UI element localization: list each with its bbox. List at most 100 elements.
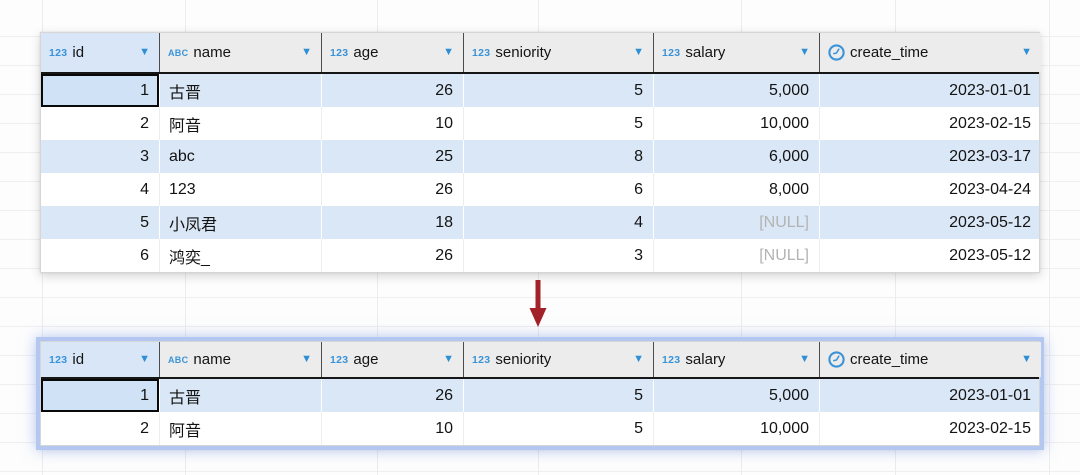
table-cell[interactable]: 阿音 [159, 107, 321, 140]
table-cell[interactable]: 古晋 [159, 379, 321, 412]
down-arrow-icon [529, 280, 547, 327]
table-cell[interactable]: 26 [321, 173, 463, 206]
table-cell[interactable]: 2023-04-24 [819, 173, 1041, 206]
table-cell[interactable]: 2023-05-12 [819, 239, 1041, 272]
column-filter-dropdown-icon[interactable]: ▼ [443, 46, 454, 58]
column-header-seniority[interactable]: 123 seniority ▼ [463, 33, 653, 72]
table-cell[interactable]: 阿音 [159, 412, 321, 445]
column-label: salary [685, 44, 726, 61]
table-row: 1 古晋 26 5 5,000 2023-01-01 [41, 74, 1039, 107]
column-filter-dropdown-icon[interactable]: ▼ [633, 46, 644, 58]
table-row: 4 123 26 6 8,000 2023-04-24 [41, 173, 1039, 206]
table-cell[interactable]: 2023-03-17 [819, 140, 1041, 173]
column-label: age [353, 351, 379, 368]
column-filter-dropdown-icon[interactable]: ▼ [443, 353, 454, 365]
column-label: id [72, 44, 85, 61]
column-header-id[interactable]: 123 id ▼ [41, 342, 159, 377]
column-filter-dropdown-icon[interactable]: ▼ [799, 46, 810, 58]
table-row: 2 阿音 10 5 10,000 2023-02-15 [41, 412, 1039, 445]
column-header-salary[interactable]: 123 salary ▼ [653, 33, 819, 72]
numeric-type-icon: 123 [472, 46, 491, 59]
column-filter-dropdown-icon[interactable]: ▼ [1021, 353, 1032, 365]
column-header-name[interactable]: ABC name ▼ [159, 33, 321, 72]
table-cell[interactable]: 6 [140, 246, 149, 264]
table-cell[interactable]: 10 [321, 412, 463, 445]
text-type-icon: ABC [168, 47, 189, 58]
table-cell[interactable]: 3 [140, 147, 149, 165]
table-cell[interactable]: 小凤君 [159, 206, 321, 239]
table-cell[interactable]: [NULL] [653, 239, 819, 272]
table-cell[interactable]: 4 [463, 206, 653, 239]
column-header-create_time[interactable]: create_time ▼ [819, 342, 1041, 377]
table-cell[interactable]: 2023-02-15 [819, 107, 1041, 140]
column-header-seniority[interactable]: 123 seniority ▼ [463, 342, 653, 377]
column-filter-dropdown-icon[interactable]: ▼ [301, 46, 312, 58]
table-cell[interactable]: 123 [159, 173, 321, 206]
selected-cell[interactable]: 1 [41, 379, 159, 412]
numeric-type-icon: 123 [330, 46, 349, 59]
table-cell[interactable]: 鸿奕_ [159, 239, 321, 272]
column-header-id[interactable]: 123 id ▼ [41, 33, 159, 72]
table-cell[interactable]: 5 [140, 213, 149, 231]
selected-cell[interactable]: 1 [41, 74, 159, 107]
table-cell[interactable]: 10,000 [653, 107, 819, 140]
table-cell[interactable]: 8 [463, 140, 653, 173]
table-cell[interactable]: 古晋 [159, 74, 321, 107]
table-cell[interactable]: 4 [140, 180, 149, 198]
source-result-grid: 123 id ▼ ABC name ▼ 123 age ▼ 123 seniority ▼ 123 sal… [40, 32, 1041, 273]
table-row: 6 鸿奕_ 26 3 [NULL] 2023-05-12 [41, 239, 1039, 272]
text-type-icon: ABC [168, 354, 189, 365]
table-cell[interactable]: 26 [321, 239, 463, 272]
table-cell[interactable]: 5 [463, 74, 653, 107]
column-label: name [193, 351, 231, 368]
table-cell[interactable]: 2023-01-01 [819, 379, 1041, 412]
column-filter-dropdown-icon[interactable]: ▼ [633, 353, 644, 365]
column-filter-dropdown-icon[interactable]: ▼ [1021, 46, 1032, 58]
table-cell[interactable]: 5 [463, 379, 653, 412]
datetime-type-icon [828, 351, 845, 368]
column-label: id [72, 351, 85, 368]
table-cell[interactable]: 6,000 [653, 140, 819, 173]
column-header-age[interactable]: 123 age ▼ [321, 342, 463, 377]
table-cell[interactable]: 2023-02-15 [819, 412, 1041, 445]
table-cell[interactable]: 10,000 [653, 412, 819, 445]
table-cell[interactable]: 8,000 [653, 173, 819, 206]
table-cell[interactable]: 5,000 [653, 74, 819, 107]
table-cell[interactable]: 25 [321, 140, 463, 173]
table-cell[interactable]: 5 [463, 412, 653, 445]
column-label: create_time [850, 351, 929, 368]
table-cell[interactable]: 5,000 [653, 379, 819, 412]
table-cell[interactable]: 2023-05-12 [819, 206, 1041, 239]
table-cell[interactable]: 2023-01-01 [819, 74, 1041, 107]
table-cell[interactable]: 2 [140, 114, 149, 132]
column-filter-dropdown-icon[interactable]: ▼ [139, 353, 150, 365]
table-cell[interactable]: 3 [463, 239, 653, 272]
table-row: 5 小凤君 18 4 [NULL] 2023-05-12 [41, 206, 1039, 239]
table-cell[interactable]: 2 [140, 419, 149, 437]
table-row: 1 古晋 26 5 5,000 2023-01-01 [41, 379, 1039, 412]
column-filter-dropdown-icon[interactable]: ▼ [799, 353, 810, 365]
table-cell[interactable]: 5 [463, 107, 653, 140]
table-cell[interactable]: abc [159, 140, 321, 173]
table-cell[interactable]: 18 [321, 206, 463, 239]
column-header-age[interactable]: 123 age ▼ [321, 33, 463, 72]
column-label: seniority [495, 44, 552, 61]
column-header-name[interactable]: ABC name ▼ [159, 342, 321, 377]
column-header-salary[interactable]: 123 salary ▼ [653, 342, 819, 377]
column-header-create_time[interactable]: create_time ▼ [819, 33, 1041, 72]
column-label: seniority [495, 351, 552, 368]
table-cell[interactable]: 26 [321, 379, 463, 412]
table-cell[interactable]: 6 [463, 173, 653, 206]
table-row: 3 abc 25 8 6,000 2023-03-17 [41, 140, 1039, 173]
table-cell[interactable]: 10 [321, 107, 463, 140]
column-filter-dropdown-icon[interactable]: ▼ [301, 353, 312, 365]
column-label: salary [685, 351, 726, 368]
table-row: 2 阿音 10 5 10,000 2023-02-15 [41, 107, 1039, 140]
table-cell[interactable]: [NULL] [653, 206, 819, 239]
column-label: age [353, 44, 379, 61]
numeric-type-icon: 123 [49, 46, 68, 59]
table-cell[interactable]: 26 [321, 74, 463, 107]
column-filter-dropdown-icon[interactable]: ▼ [139, 46, 150, 58]
grid-header-row: 123 id ▼ ABC name ▼ 123 age ▼ 123 seniority ▼ 123 sal… [41, 342, 1041, 379]
grid-header-row: 123 id ▼ ABC name ▼ 123 age ▼ 123 seniority ▼ 123 sal… [41, 33, 1041, 74]
